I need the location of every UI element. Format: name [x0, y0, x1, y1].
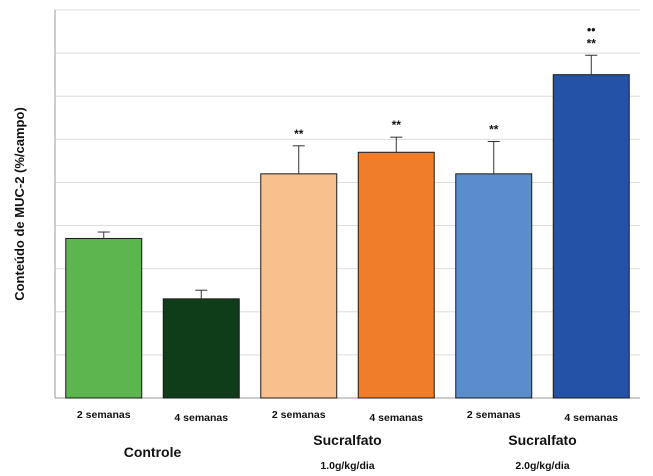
bar: [357, 151, 435, 399]
y-axis-label: Conteúdo de MUC-2 (%/campo): [12, 107, 27, 301]
x-tick-label: 4 semanas: [369, 412, 423, 424]
group-label: Controle: [124, 444, 182, 460]
significance-label: **: [587, 36, 597, 50]
significance-label: **: [392, 118, 402, 132]
bars-layer: [65, 54, 630, 399]
x-tick-label: 2 semanas: [272, 409, 326, 421]
significance-label: **: [294, 127, 304, 141]
labels-layer: 2 semanas 4 semanas ** 2 semanas ** 4 semanas…: [77, 22, 618, 472]
bar: [162, 298, 240, 399]
bar: [455, 173, 533, 399]
bar: [552, 74, 630, 399]
x-tick-label: 2 semanas: [77, 409, 131, 421]
group-sublabel: 1.0g/kg/dia: [320, 460, 374, 472]
significance-label-extra: ••: [587, 22, 595, 36]
significance-label: **: [489, 122, 499, 136]
group-sublabel: 2.0g/kg/dia: [515, 460, 569, 472]
bar: [65, 237, 143, 399]
bar: [260, 173, 338, 399]
x-tick-label: 4 semanas: [174, 412, 228, 424]
group-label: Sucralfato: [313, 432, 381, 448]
x-tick-label: 2 semanas: [467, 409, 521, 421]
gridlines: [55, 9, 640, 356]
group-label: Sucralfato: [508, 432, 576, 448]
x-tick-label: 4 semanas: [564, 412, 618, 424]
